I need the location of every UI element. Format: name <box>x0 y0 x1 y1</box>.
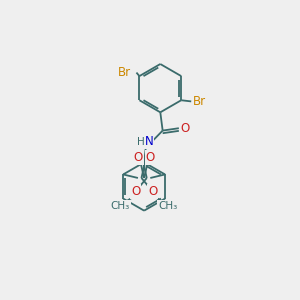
Text: O: O <box>180 122 189 135</box>
Text: N: N <box>144 135 153 148</box>
Text: O: O <box>131 185 140 198</box>
Text: O: O <box>133 151 142 164</box>
Text: H: H <box>137 137 145 147</box>
Text: CH₃: CH₃ <box>111 201 130 211</box>
Text: O: O <box>148 185 157 198</box>
Text: CH₃: CH₃ <box>158 201 178 211</box>
Text: Br: Br <box>118 66 131 79</box>
Text: O: O <box>146 151 155 164</box>
Text: Br: Br <box>193 95 206 108</box>
